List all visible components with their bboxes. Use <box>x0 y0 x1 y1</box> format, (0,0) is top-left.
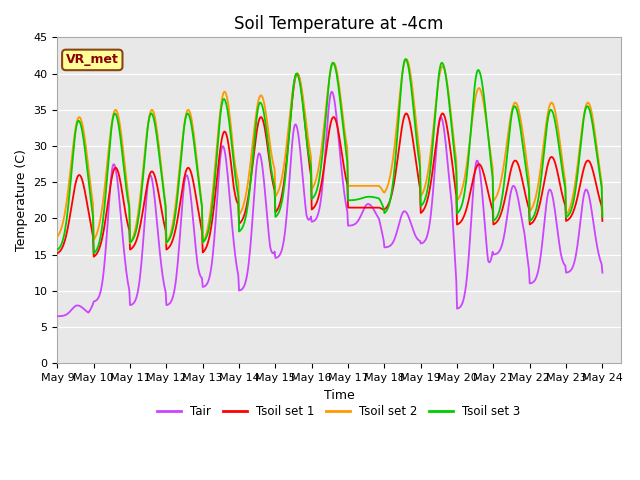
Text: VR_met: VR_met <box>66 53 119 66</box>
Legend: Tair, Tsoil set 1, Tsoil set 2, Tsoil set 3: Tair, Tsoil set 1, Tsoil set 2, Tsoil se… <box>152 400 525 423</box>
Title: Soil Temperature at -4cm: Soil Temperature at -4cm <box>234 15 444 33</box>
X-axis label: Time: Time <box>324 389 355 402</box>
Y-axis label: Temperature (C): Temperature (C) <box>15 149 28 252</box>
